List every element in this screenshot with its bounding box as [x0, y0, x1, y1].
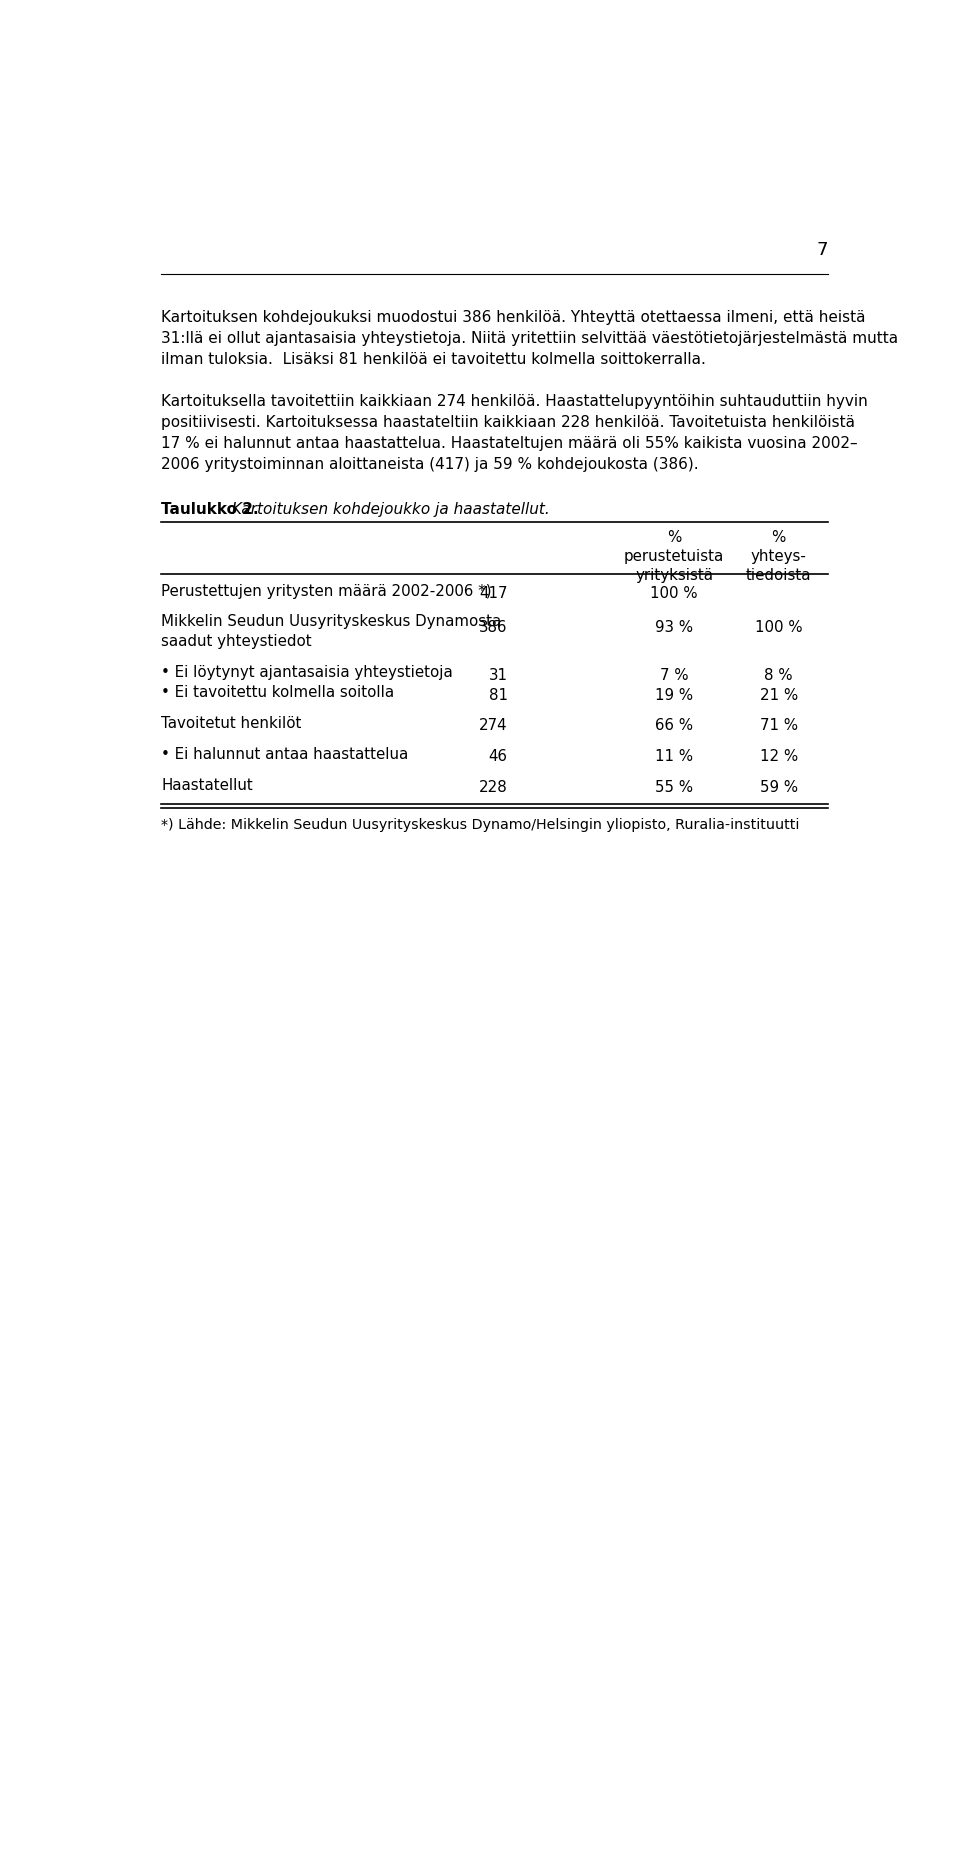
Text: 228: 228	[479, 780, 508, 795]
Text: 7: 7	[816, 241, 828, 260]
Text: 71 %: 71 %	[759, 719, 798, 734]
Text: 46: 46	[489, 749, 508, 764]
Text: 21 %: 21 %	[759, 687, 798, 702]
Text: positiivisesti. Kartoituksessa haastateltiin kaikkiaan 228 henkilöä. Tavoitetuis: positiivisesti. Kartoituksessa haastatel…	[161, 414, 855, 429]
Text: 11 %: 11 %	[655, 749, 693, 764]
Text: Mikkelin Seudun Uusyrityskeskus Dynamosta: Mikkelin Seudun Uusyrityskeskus Dynamost…	[161, 614, 501, 629]
Text: 100 %: 100 %	[755, 620, 803, 635]
Text: 81: 81	[489, 687, 508, 702]
Text: 93 %: 93 %	[655, 620, 693, 635]
Text: %
yhteys-
tiedoista: % yhteys- tiedoista	[746, 530, 811, 583]
Text: 31:llä ei ollut ajantasaisia yhteystietoja. Niitä yritettiin selvittää väestötie: 31:llä ei ollut ajantasaisia yhteystieto…	[161, 330, 899, 345]
Text: Perustettujen yritysten määrä 2002-2006 *): Perustettujen yritysten määrä 2002-2006 …	[161, 584, 492, 599]
Text: 100 %: 100 %	[650, 586, 698, 601]
Text: 59 %: 59 %	[759, 780, 798, 795]
Text: ilman tuloksia.  Lisäksi 81 henkilöä ei tavoitettu kolmella soittokerralla.: ilman tuloksia. Lisäksi 81 henkilöä ei t…	[161, 351, 706, 366]
Text: Kartoituksen kohdejoukuksi muodostui 386 henkilöä. Yhteyttä otettaessa ilmeni, e: Kartoituksen kohdejoukuksi muodostui 386…	[161, 310, 866, 325]
Text: saadut yhteystiedot: saadut yhteystiedot	[161, 635, 312, 650]
Text: • Ei löytynyt ajantasaisia yhteystietoja: • Ei löytynyt ajantasaisia yhteystietoja	[161, 665, 453, 680]
Text: Tavoitetut henkilöt: Tavoitetut henkilöt	[161, 717, 301, 732]
Text: 2006 yritystoiminnan aloittaneista (417) ja 59 % kohdejoukosta (386).: 2006 yritystoiminnan aloittaneista (417)…	[161, 457, 699, 472]
Text: 12 %: 12 %	[759, 749, 798, 764]
Text: 8 %: 8 %	[764, 668, 793, 683]
Text: Kartoituksella tavoitettiin kaikkiaan 274 henkilöä. Haastattelupyyntöihin suhtau: Kartoituksella tavoitettiin kaikkiaan 27…	[161, 394, 868, 409]
Text: • Ei tavoitettu kolmella soitolla: • Ei tavoitettu kolmella soitolla	[161, 685, 395, 700]
Text: 17 % ei halunnut antaa haastattelua. Haastateltujen määrä oli 55% kaikista vuosi: 17 % ei halunnut antaa haastattelua. Haa…	[161, 435, 857, 450]
Text: 7 %: 7 %	[660, 668, 688, 683]
Text: Haastatellut: Haastatellut	[161, 779, 252, 793]
Text: Taulukko 2.: Taulukko 2.	[161, 502, 258, 517]
Text: 66 %: 66 %	[655, 719, 693, 734]
Text: 55 %: 55 %	[655, 780, 693, 795]
Text: %
perustetuista
yrityksistä: % perustetuista yrityksistä	[624, 530, 724, 583]
Text: • Ei halunnut antaa haastattelua: • Ei halunnut antaa haastattelua	[161, 747, 408, 762]
Text: 274: 274	[479, 719, 508, 734]
Text: 417: 417	[479, 586, 508, 601]
Text: 386: 386	[479, 620, 508, 635]
Text: 19 %: 19 %	[655, 687, 693, 702]
Text: 31: 31	[489, 668, 508, 683]
Text: *) Lähde: Mikkelin Seudun Uusyrityskeskus Dynamo/Helsingin yliopisto, Ruralia-in: *) Lähde: Mikkelin Seudun Uusyrityskesku…	[161, 818, 800, 833]
Text: Kartoituksen kohdejoukko ja haastatellut.: Kartoituksen kohdejoukko ja haastatellut…	[227, 502, 550, 517]
